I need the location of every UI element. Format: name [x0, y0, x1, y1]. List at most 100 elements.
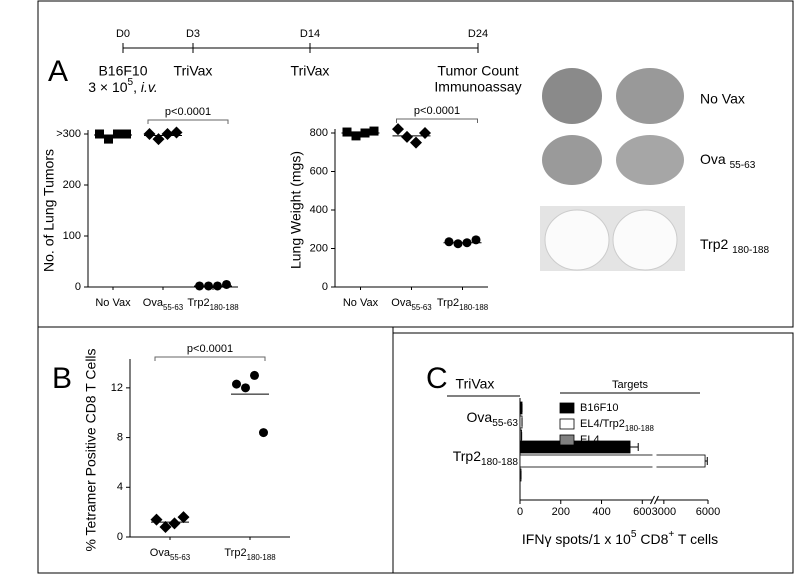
data-point — [453, 239, 463, 249]
y-tick-label: Ova55-63 — [467, 409, 519, 429]
y-axis-label: No. of Lung Tumors — [41, 149, 57, 272]
timeline-event: 3 × 105, i.v. — [88, 77, 158, 95]
error-bar — [705, 457, 708, 465]
x-tick-label: 3000 — [652, 506, 676, 518]
timeline-event: B16F10 — [98, 63, 147, 79]
significance-label: p<0.0001 — [165, 106, 211, 118]
legend-label: B16F10 — [580, 402, 619, 414]
x-tick-label-part: 180-188 — [459, 303, 489, 312]
x-tick-label: 600 — [633, 506, 651, 518]
x-tick-label-part: 55-63 — [411, 303, 432, 312]
y-tick-label: 0 — [322, 281, 328, 293]
panel-c-frame — [392, 332, 794, 574]
y-tick-label: 0 — [75, 281, 81, 293]
timeline-day: D0 — [116, 28, 130, 40]
x-tick-label-part: Trp2 — [437, 297, 459, 309]
y-tick-label: 100 — [63, 230, 81, 242]
x-tick-label: 0 — [517, 506, 523, 518]
lung-label: Trp2 180-188 — [700, 236, 770, 256]
lung-label-part: Trp2 — [700, 236, 732, 252]
timeline-day: D14 — [300, 28, 320, 40]
x-tick-label: 6000 — [696, 506, 720, 518]
legend-label: EL4/Trp2180-188 — [580, 418, 654, 433]
y-tick-label: 0 — [117, 531, 123, 543]
data-point — [369, 126, 379, 136]
x-tick-label: No Vax — [343, 297, 379, 309]
lung-photo — [616, 135, 684, 185]
x-tick-label: Trp2180-188 — [187, 297, 239, 312]
panel-a-frame — [37, 0, 794, 328]
error-bar — [630, 443, 639, 451]
y-tick-label-part: 180-188 — [481, 457, 518, 468]
data-point — [241, 383, 250, 393]
x-tick-label-part: 55-63 — [163, 303, 184, 312]
x-tick-label: Trp2180-188 — [224, 547, 276, 562]
legend-swatch — [559, 402, 575, 414]
axis-break — [654, 495, 659, 505]
lung-photo — [542, 135, 602, 185]
x-tick-label-part: 55-63 — [170, 553, 191, 562]
significance-label: p<0.0001 — [187, 343, 233, 355]
data-point — [170, 126, 183, 139]
data-point — [471, 235, 481, 245]
legend-label: EL4 — [580, 434, 600, 446]
group-title: TriVax — [456, 376, 495, 392]
data-point — [161, 128, 174, 140]
lung-photo — [612, 209, 678, 271]
lung-photo — [544, 209, 610, 271]
y-tick-label: >300 — [56, 128, 81, 140]
data-point — [342, 127, 352, 137]
legend-label-part: EL4/Trp2 — [580, 418, 625, 430]
x-tick-label-part: Ova — [150, 547, 171, 559]
timeline-day: D3 — [186, 28, 200, 40]
x-axis-label-part: T cells — [674, 531, 718, 547]
timeline-day: D24 — [468, 28, 488, 40]
panel-letter: B — [52, 362, 72, 395]
x-tick-label-part: 180-188 — [210, 303, 240, 312]
axis-break — [650, 495, 655, 505]
axis-break-gap — [652, 454, 657, 468]
panel-letter: A — [48, 55, 68, 88]
data-point — [419, 127, 431, 139]
y-tick-label: 600 — [310, 165, 328, 177]
x-tick-label-part: Ova — [143, 297, 164, 309]
panel-letter: C — [426, 362, 448, 395]
x-axis-label-part: + — [668, 529, 674, 540]
y-tick-label: 12 — [111, 382, 123, 394]
legend-title: Targets — [612, 379, 649, 391]
timeline-event: TriVax — [174, 63, 213, 79]
y-tick-label: 200 — [63, 179, 81, 191]
data-point — [104, 134, 113, 144]
y-tick-label: 4 — [117, 481, 123, 493]
significance-bracket — [147, 119, 229, 124]
y-tick-label: 8 — [117, 431, 123, 443]
timeline-event: Tumor Count — [437, 63, 518, 79]
timeline-event-part: 5 — [128, 77, 134, 88]
y-axis-label: % Tetramer Positive CD8 T Cells — [83, 348, 99, 551]
legend-label-part: 180-188 — [625, 424, 655, 433]
x-tick-label: Ova55-63 — [391, 297, 432, 312]
x-tick-label-part: Trp2 — [187, 297, 209, 309]
data-point — [177, 511, 190, 524]
timeline-event-part: i.v. — [141, 79, 158, 95]
data-point — [95, 129, 104, 139]
x-tick-label-part: 180-188 — [247, 553, 277, 562]
data-point — [168, 517, 181, 530]
x-tick-label: 200 — [552, 506, 570, 518]
lung-label-part: 55-63 — [730, 160, 756, 171]
significance-bracket — [396, 118, 478, 123]
y-tick-label-part: Ova — [467, 409, 493, 425]
data-point — [232, 379, 241, 389]
x-tick-label: Ova55-63 — [143, 297, 184, 312]
x-tick-label-part: Trp2 — [224, 547, 246, 559]
bar — [519, 454, 706, 468]
timeline-event-part: 3 × 10 — [88, 79, 128, 95]
timeline-event: Immunoassay — [434, 79, 521, 95]
timeline-event: TriVax — [291, 63, 330, 79]
data-point — [143, 128, 156, 140]
data-point — [392, 123, 404, 136]
legend-swatch — [559, 434, 575, 446]
lung-label: No Vax — [700, 91, 745, 107]
x-axis-label-part: CD8 — [636, 531, 668, 547]
y-tick-label-part: 55-63 — [492, 418, 518, 429]
